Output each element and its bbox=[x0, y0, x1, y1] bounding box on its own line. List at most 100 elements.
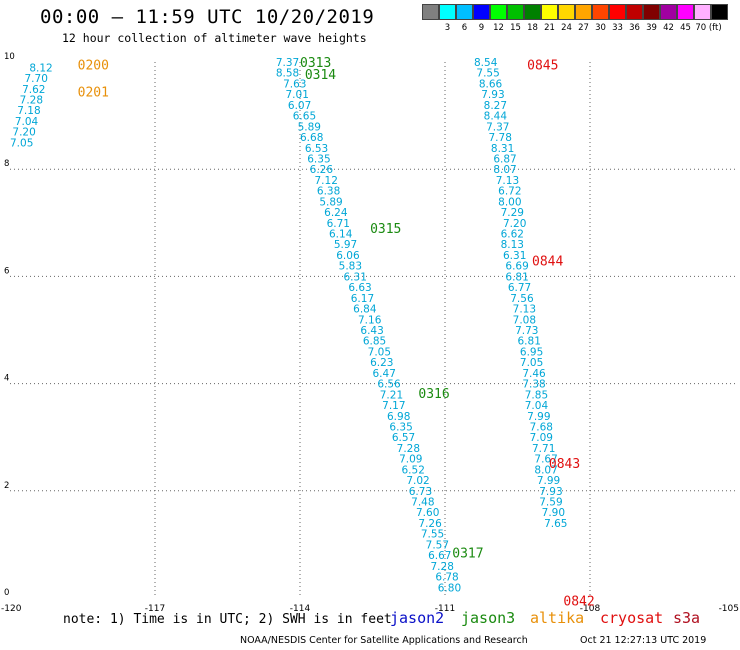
color-scale-label: 39 bbox=[646, 23, 657, 33]
y-tick-label: 2 bbox=[4, 481, 9, 491]
y-tick-label: 10 bbox=[4, 52, 15, 62]
pass-time-label: 0200 bbox=[78, 59, 109, 74]
data-label-cryosat: 7.68 bbox=[530, 421, 553, 433]
data-label-cryosat: 7.56 bbox=[510, 293, 534, 305]
color-swatch bbox=[473, 4, 490, 20]
color-swatch bbox=[575, 4, 592, 20]
color-scale-label: 36 bbox=[629, 23, 640, 33]
data-label-cryosat: 8.54 bbox=[474, 57, 498, 69]
data-label-jason3: 6.35 bbox=[307, 153, 330, 165]
data-label-jason3: 7.21 bbox=[380, 389, 403, 401]
data-label-cryosat: 6.77 bbox=[508, 282, 531, 294]
data-label-jason3: 7.60 bbox=[416, 507, 439, 519]
data-label-jason3: 6.31 bbox=[344, 271, 367, 283]
color-swatch bbox=[524, 4, 541, 20]
color-swatch bbox=[439, 4, 456, 20]
units-note: note: 1) Time is in UTC; 2) SWH is in fe… bbox=[63, 612, 392, 627]
satellite-legend-s3a: s3a bbox=[673, 609, 701, 627]
data-label-altika: 7.05 bbox=[10, 137, 33, 149]
data-label-jason3: 5.97 bbox=[334, 239, 357, 251]
data-label-jason3: 7.09 bbox=[399, 454, 422, 466]
data-label-jason3: 7.17 bbox=[382, 400, 405, 412]
satellite-legend-altika: altika bbox=[530, 609, 585, 627]
data-label-jason3: 6.52 bbox=[402, 464, 425, 476]
data-label-jason3: 6.47 bbox=[373, 368, 396, 380]
color-swatch bbox=[660, 4, 677, 20]
data-label-jason3: 6.78 bbox=[435, 572, 458, 584]
data-label-cryosat: 8.13 bbox=[501, 239, 524, 251]
data-label-jason3: 6.23 bbox=[370, 357, 393, 369]
data-label-jason3: 7.28 bbox=[397, 443, 420, 455]
data-label-jason3: 7.55 bbox=[421, 529, 444, 541]
color-scale-label: 33 bbox=[612, 23, 623, 33]
color-swatch bbox=[609, 4, 626, 20]
data-label-cryosat: 7.05 bbox=[520, 357, 543, 369]
data-label-jason3: 6.38 bbox=[317, 186, 340, 198]
data-label-jason3: 6.07 bbox=[288, 100, 311, 112]
data-label-cryosat: 6.81 bbox=[505, 271, 528, 283]
page-subtitle: 12 hour collection of altimeter wave hei… bbox=[62, 31, 367, 45]
data-label-cryosat: 6.62 bbox=[501, 229, 524, 241]
data-label-jason3: 6.57 bbox=[392, 432, 415, 444]
pass-time-label: 0844 bbox=[532, 254, 563, 269]
data-label-cryosat: 8.07 bbox=[493, 164, 516, 176]
color-swatch bbox=[422, 4, 439, 20]
data-label-cryosat: 7.59 bbox=[539, 497, 562, 509]
pass-time-label: 0316 bbox=[418, 387, 449, 402]
data-label-cryosat: 7.20 bbox=[503, 218, 526, 230]
data-label-cryosat: 6.69 bbox=[505, 261, 528, 273]
x-tick-label: -117 bbox=[145, 604, 165, 614]
generation-timestamp: Oct 21 12:27:13 UTC 2019 bbox=[580, 635, 707, 646]
data-label-cryosat: 7.13 bbox=[496, 175, 519, 187]
data-label-cryosat: 7.13 bbox=[513, 304, 536, 316]
data-label-cryosat: 7.08 bbox=[513, 314, 536, 326]
pass-time-label: 0845 bbox=[527, 59, 558, 74]
data-label-jason3: 5.89 bbox=[298, 121, 321, 133]
data-label-jason3: 7.01 bbox=[286, 89, 309, 101]
page-title: 00:00 – 11:59 UTC 10/20/2019 bbox=[40, 6, 375, 28]
color-scale-label: 24 bbox=[561, 23, 572, 33]
color-scale-label: 9 bbox=[478, 23, 485, 33]
pass-time-label: 0317 bbox=[452, 546, 483, 561]
data-label-jason3: 6.56 bbox=[377, 379, 401, 391]
data-label-altika: 7.20 bbox=[12, 127, 35, 139]
data-label-cryosat: 6.81 bbox=[518, 336, 541, 348]
data-label-jason3: 7.63 bbox=[283, 78, 306, 90]
color-swatch bbox=[694, 4, 711, 20]
color-scale-label: 18 bbox=[527, 23, 538, 33]
data-label-jason3: 7.48 bbox=[411, 497, 434, 509]
data-label-jason3: 7.16 bbox=[358, 314, 382, 326]
data-label-cryosat: 8.66 bbox=[479, 78, 503, 90]
data-label-cryosat: 7.93 bbox=[481, 89, 504, 101]
data-label-cryosat: 6.95 bbox=[520, 346, 543, 358]
x-tick-label: -120 bbox=[1, 604, 22, 614]
pass-time-label: 0843 bbox=[549, 457, 580, 472]
data-label-altika: 7.18 bbox=[17, 105, 40, 117]
x-tick-label: -105 bbox=[719, 604, 739, 614]
data-label-jason3: 6.80 bbox=[438, 582, 461, 594]
data-label-cryosat: 6.31 bbox=[503, 250, 526, 262]
data-label-jason3: 7.05 bbox=[368, 346, 391, 358]
data-label-altika: 7.28 bbox=[20, 95, 43, 107]
data-label-cryosat: 7.37 bbox=[486, 121, 509, 133]
data-label-jason3: 6.63 bbox=[348, 282, 371, 294]
data-label-altika: 7.04 bbox=[15, 116, 39, 128]
color-scale-label: 30 bbox=[595, 23, 606, 33]
color-scale-label: 6 bbox=[461, 23, 468, 33]
pass-time-label: 0315 bbox=[370, 222, 401, 237]
data-label-altika: 8.12 bbox=[29, 62, 52, 74]
data-label-jason3: 6.26 bbox=[310, 164, 334, 176]
data-label-jason3: 7.12 bbox=[315, 175, 338, 187]
data-label-jason3: 7.26 bbox=[418, 518, 442, 530]
satellite-legend-jason2: jason2 bbox=[390, 609, 445, 627]
data-label-jason3: 6.53 bbox=[305, 143, 328, 155]
satellite-legend-cryosat: cryosat bbox=[600, 609, 664, 627]
color-swatch bbox=[626, 4, 643, 20]
data-label-cryosat: 7.55 bbox=[476, 68, 499, 80]
color-swatch bbox=[592, 4, 609, 20]
color-swatch bbox=[507, 4, 524, 20]
data-label-jason3: 6.84 bbox=[353, 304, 377, 316]
y-tick-label: 0 bbox=[4, 588, 9, 598]
data-label-jason3: 5.89 bbox=[319, 196, 342, 208]
